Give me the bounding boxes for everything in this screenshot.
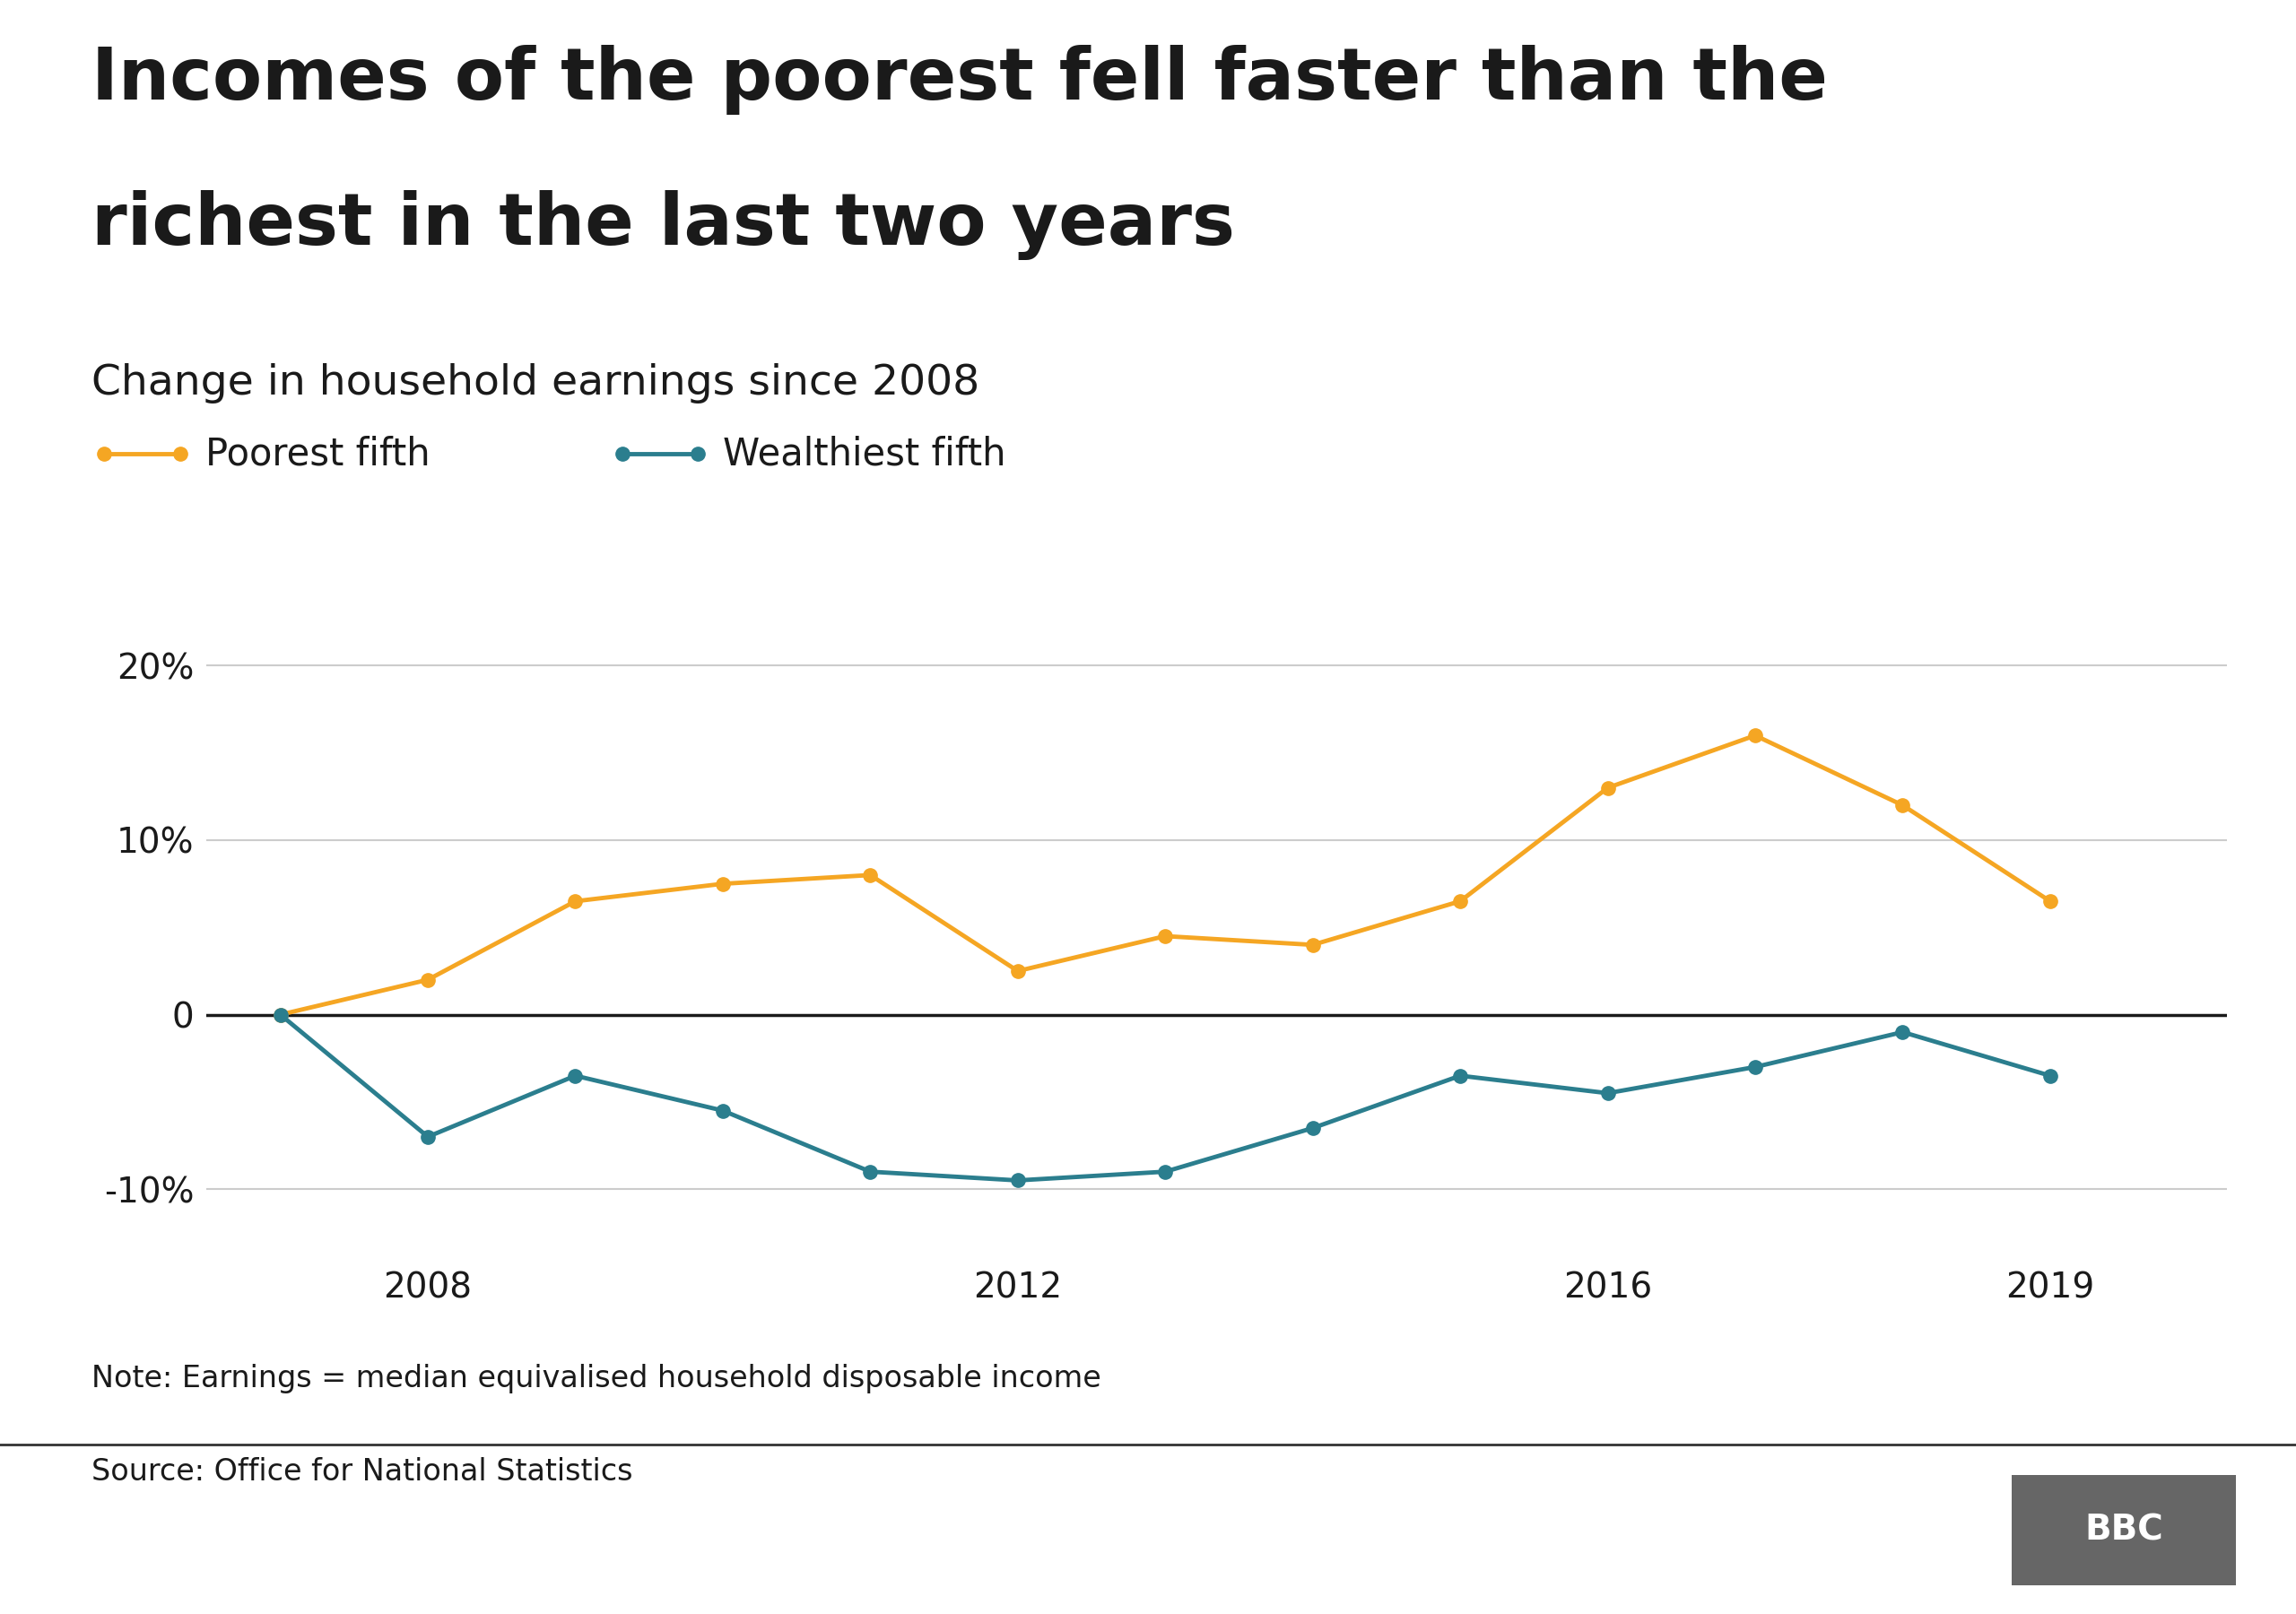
Text: Incomes of the poorest fell faster than the: Incomes of the poorest fell faster than …	[92, 45, 1828, 115]
Text: Wealthiest fifth: Wealthiest fifth	[723, 436, 1006, 473]
Text: richest in the last two years: richest in the last two years	[92, 190, 1235, 260]
Text: Note: Earnings = median equivalised household disposable income: Note: Earnings = median equivalised hous…	[92, 1364, 1102, 1393]
Text: Poorest fifth: Poorest fifth	[207, 436, 429, 473]
Text: Change in household earnings since 2008: Change in household earnings since 2008	[92, 363, 980, 404]
Text: Source: Office for National Statistics: Source: Office for National Statistics	[92, 1457, 634, 1486]
Text: BBC: BBC	[2085, 1512, 2163, 1548]
